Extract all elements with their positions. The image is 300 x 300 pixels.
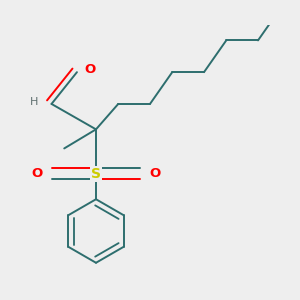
Text: O: O — [84, 63, 95, 76]
Text: O: O — [149, 167, 160, 180]
Text: O: O — [32, 167, 43, 180]
Text: H: H — [30, 97, 38, 107]
Text: S: S — [91, 167, 101, 181]
